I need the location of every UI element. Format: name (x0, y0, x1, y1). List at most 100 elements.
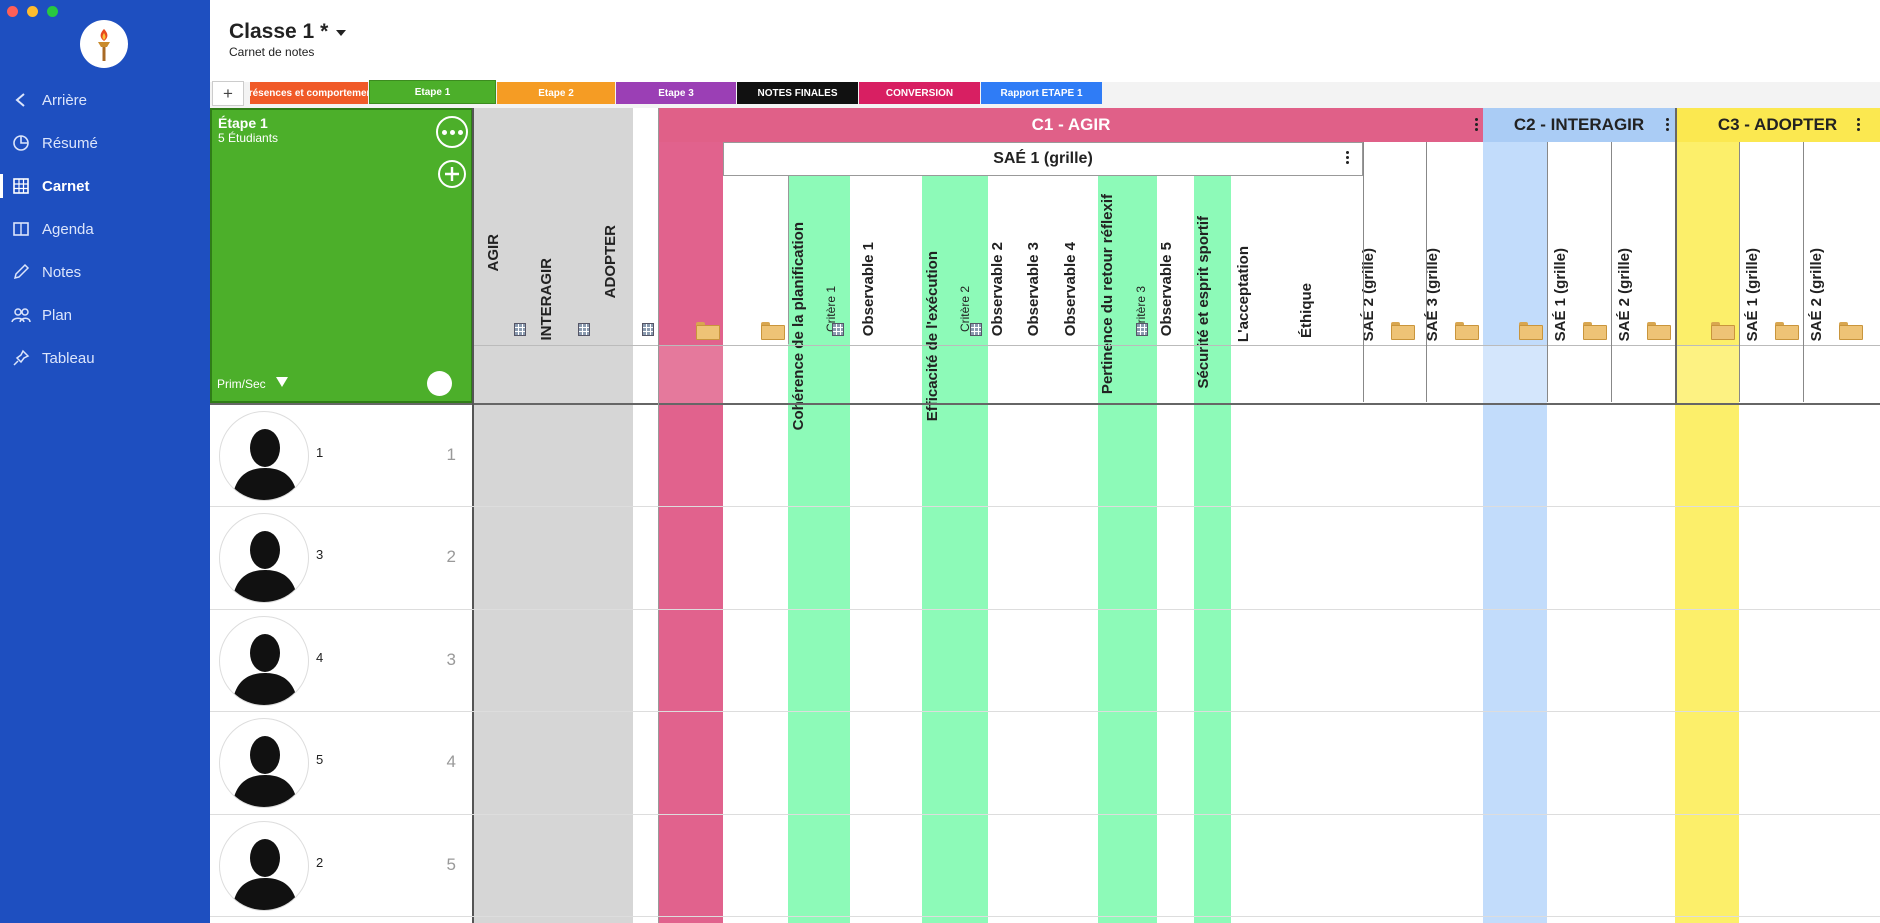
book-icon (0, 220, 42, 238)
table-row[interactable]: 1 1 (210, 405, 1880, 507)
pin-icon (0, 349, 42, 367)
pie-chart-icon (0, 134, 42, 152)
header-observable-2[interactable]: Observable 2 (989, 242, 1006, 337)
header-c2-sae1[interactable]: SAÉ 1 (grille) (1552, 248, 1569, 342)
c1-summary-column (659, 108, 723, 923)
competency-c3-header[interactable]: C3 - ADOPTER (1675, 108, 1880, 142)
sae1-more-icon[interactable] (1346, 151, 1350, 166)
chevron-down-icon (335, 20, 347, 44)
chevron-left-icon (0, 92, 42, 108)
sidebar-item-label: Arrière (42, 91, 88, 109)
tab-stage-1[interactable]: Etape 1 (369, 80, 496, 104)
folder-icon[interactable] (761, 322, 785, 340)
folder-icon[interactable] (1775, 322, 1799, 340)
sidebar-item-plan[interactable]: Plan (0, 295, 210, 335)
folder-icon[interactable] (1391, 322, 1415, 340)
calculator-icon[interactable] (578, 323, 590, 336)
add-column-button[interactable] (438, 160, 466, 188)
tab-attendance[interactable]: Présences et comportement (250, 82, 368, 104)
avatar (219, 616, 309, 706)
header-observable-5[interactable]: Observable 5 (1158, 242, 1175, 337)
criterion-3-column (1098, 176, 1157, 923)
folder-icon[interactable] (1583, 322, 1607, 340)
folder-icon[interactable] (1455, 322, 1479, 340)
c3-more-icon[interactable] (1857, 118, 1861, 133)
sidebar-item-label: Plan (42, 306, 73, 324)
header-observable-1[interactable]: Observable 1 (860, 242, 877, 337)
table-row[interactable]: 3 2 (210, 507, 1880, 610)
competency-c2-header[interactable]: C2 - INTERAGIR (1483, 108, 1675, 142)
plus-icon (445, 167, 459, 181)
folder-icon[interactable] (1647, 322, 1671, 340)
calculator-icon[interactable] (832, 323, 844, 336)
header-observable-3[interactable]: Observable 3 (1025, 242, 1042, 337)
header-securite-esprit-sportif[interactable]: Sécurité et esprit sportif (1195, 216, 1212, 389)
page-title: Classe 1 * (229, 20, 329, 43)
calculator-icon[interactable] (514, 323, 526, 336)
stage-card: Étape 1 5 Étudiants Prim/Sec (210, 108, 473, 403)
zoom-window-button[interactable] (47, 6, 58, 17)
header-efficacite-execution[interactable]: Efficacité de l'exécution (924, 251, 941, 422)
header-observable-4[interactable]: Observable 4 (1062, 242, 1079, 337)
close-window-button[interactable] (7, 6, 18, 17)
add-tab-button[interactable]: + (212, 81, 244, 106)
sidebar-item-label: Tableau (42, 349, 95, 367)
header-pertinence-retour[interactable]: Pertinence du retour réflexif (1099, 194, 1116, 395)
header-c2-sae2[interactable]: SAÉ 2 (grille) (1616, 248, 1633, 342)
triangle-down-icon (275, 376, 289, 391)
tab-report-stage-1[interactable]: Rapport ETAPE 1 (981, 82, 1102, 104)
folder-icon[interactable] (1711, 322, 1735, 340)
c1-more-icon[interactable] (1475, 118, 1479, 133)
header-adopter[interactable]: ADOPTER (602, 225, 619, 299)
calculator-icon[interactable] (970, 323, 982, 336)
header-c3-sae1[interactable]: SAÉ 1 (grille) (1744, 248, 1761, 342)
sidebar-item-gradebook[interactable]: Carnet (0, 166, 210, 206)
header-agir[interactable]: AGIR (485, 234, 502, 272)
folder-icon[interactable] (696, 322, 720, 340)
header-coherence-planification[interactable]: Cohérence de la planification (790, 222, 807, 431)
c2-summary-column (1483, 108, 1547, 923)
page-subtitle: Carnet de notes (229, 45, 315, 59)
header-interagir[interactable]: INTERAGIR (538, 258, 555, 341)
c3-average-cell (1675, 346, 1739, 403)
competency-c1-header[interactable]: C1 - AGIR (659, 108, 1483, 142)
calculator-icon[interactable] (1136, 323, 1148, 336)
header-ethique[interactable]: Éthique (1298, 283, 1315, 338)
student-name: 2 (316, 855, 324, 870)
header-c3-sae2[interactable]: SAÉ 2 (grille) (1808, 248, 1825, 342)
sidebar-item-label: Notes (42, 263, 82, 281)
dot-icon (441, 129, 447, 135)
avatar (219, 718, 309, 808)
tab-final-notes[interactable]: NOTES FINALES (737, 82, 858, 104)
level-filter[interactable]: Prim/Sec (217, 376, 289, 391)
more-options-button[interactable] (436, 116, 468, 148)
header-acceptation[interactable]: L'acceptation (1235, 246, 1252, 343)
tab-stage-2[interactable]: Etape 2 (497, 82, 615, 104)
folder-icon[interactable] (1519, 322, 1543, 340)
table-row[interactable]: 4 3 (210, 610, 1880, 712)
sidebar-item-summary[interactable]: Résumé (0, 123, 210, 163)
sidebar-item-board[interactable]: Tableau (0, 338, 210, 378)
sae1-group-header[interactable]: SAÉ 1 (grille) (723, 142, 1363, 176)
sidebar-item-notes[interactable]: Notes (0, 252, 210, 292)
people-icon (0, 306, 42, 324)
pencil-icon (0, 263, 42, 281)
sidebar-item-agenda[interactable]: Agenda (0, 209, 210, 249)
gradebook-grid: C1 - AGIR C2 - INTERAGIR C3 - ADOPTER SA… (210, 108, 1880, 923)
sidebar-item-label: Résumé (42, 134, 98, 152)
folder-icon[interactable] (1839, 322, 1863, 340)
sidebar-item-back[interactable]: Arrière (0, 80, 210, 120)
c3-summary-column (1675, 108, 1739, 923)
c1-average-cell (659, 346, 723, 403)
tab-conversion[interactable]: CONVERSION (859, 82, 980, 104)
page-header: Classe 1 * Carnet de notes (210, 0, 1880, 82)
table-row[interactable]: 2 5 (210, 815, 1880, 917)
table-row[interactable]: 5 4 (210, 712, 1880, 815)
c2-more-icon[interactable] (1666, 118, 1670, 133)
minimize-window-button[interactable] (27, 6, 38, 17)
toggle-switch[interactable] (427, 371, 452, 396)
class-selector[interactable]: Classe 1 * (229, 20, 347, 44)
tab-stage-3[interactable]: Etape 3 (616, 82, 736, 104)
criterion-1-column (788, 176, 850, 923)
calculator-icon[interactable] (642, 323, 654, 336)
